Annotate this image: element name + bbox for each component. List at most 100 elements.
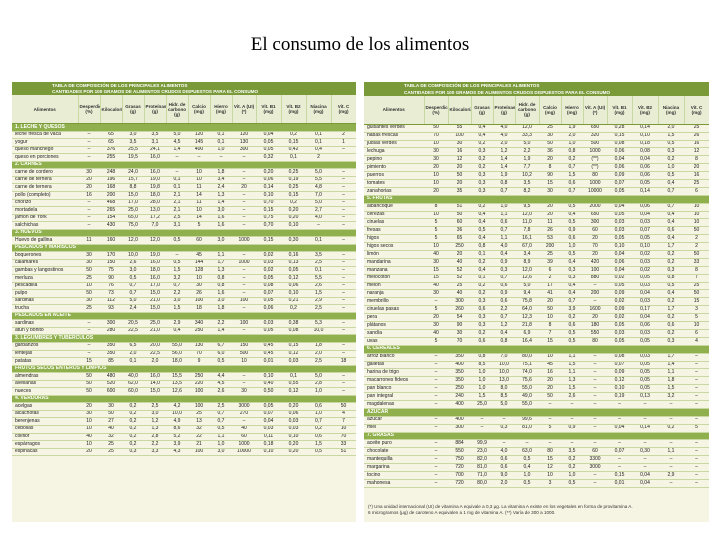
table-cell: 0,05 [256,327,281,336]
table-cell: 5 [424,234,448,244]
table-cell: 12 [684,147,709,157]
table-cell: 0,19 [281,176,306,185]
table-cell: 0,20 [281,448,306,457]
table-cell: 0,05 [256,138,281,147]
table-cell: 50 [539,392,561,401]
food-name: harina de trigo [364,368,424,378]
table-cell: 0,07 [256,410,281,419]
table-cell: 0,2 [122,402,144,411]
table-cell: 0,04 [607,266,632,275]
table-row: pescadilla 10 76 0,7 17,0 0,7 30 0,8–0,08 0,06 2,… [12,282,356,291]
table-cell: – [188,153,210,162]
table-cell: 350 [448,368,471,378]
table-cell: 6,9 [515,329,539,338]
table-cell: – [166,251,188,260]
table-cell: 1,0 [471,384,493,394]
section-label: 2. CARNES [12,161,356,170]
table-cell: 1,7 [658,305,684,315]
table-cell: 550 [583,329,607,338]
table-cell: 21 [188,440,210,449]
table-cell: 65,0 [122,214,144,223]
table-cell: 16,0 [144,372,166,381]
food-name: salchichas [12,221,78,230]
table-cell: 50 [539,140,561,149]
table-cell: 0,8 [210,274,232,283]
food-name: carne de ternera [12,183,78,192]
table-cell: – [561,439,583,449]
table-cell: 0,3 [471,171,493,181]
food-name: garbanzos [12,342,78,351]
table-cell: 0,05 [607,282,632,291]
table-cell: 30 [539,187,561,196]
table-cell: 17,0 [122,199,144,208]
table-cell: 2,9 [658,471,684,480]
table-cell: 0,8 [561,147,583,157]
table-cell: 0,1 [306,236,331,245]
table-cell: 4,8 [306,183,331,192]
table-cell: 0,03 [632,282,658,291]
table-cell: 30 [424,147,448,157]
section-label: PESCADOS EN ACEITE [12,312,356,321]
table-cell: 16,0 [144,259,166,268]
table-cell: 0,30 [632,447,658,457]
table-cell: 16 [539,368,561,378]
table-cell: 1,1 [493,211,515,220]
table-cell: 20 [448,250,471,259]
table-cell: 0,7 [493,226,515,236]
table-cell: – [561,400,583,409]
table-cell: 1,5 [658,384,684,394]
table-cell: 3,5 [122,138,144,147]
table-cell: 400 [448,416,471,425]
table-row: pepino 30 12 0,2 1,4 1,9 20 0,2 (**) 0,04 0,04 0,2 8 [364,155,709,165]
food-name: atún y bonito [12,327,78,336]
table-cell: 5,0 [166,131,188,140]
food-name: arroz blanco [364,353,424,362]
table-cell: 1,0 [658,163,684,173]
table-cell: – [632,400,658,409]
table-cell: 3 [684,305,709,315]
table-cell: 880 [583,274,607,283]
food-name: uvas [364,337,424,346]
table-row: leche fresca de vaca –65 3,0 3,5 5,0 120 0,1 12… [12,131,356,140]
table-cell: 0,75 [256,214,281,223]
table-cell: 0,2 [561,463,583,472]
table-cell: 3,5 [561,447,583,457]
table-cell: 3,1 [144,138,166,147]
table-cell: 500 [583,140,607,149]
table-cell: – [607,416,632,425]
table-cell: 250 [448,384,471,394]
table-cell: 430 [100,221,122,230]
table-row: mandarina 30 40 0,2 0,9 8,9 39 0,4 420 0,06 0,03 0,… [364,258,709,267]
table-cell: 0,45 [256,350,281,359]
table-cell: 26 [684,132,709,141]
table-cell: 0,1 [166,176,188,185]
food-name: zanahorias [364,187,424,196]
table-cell: 0,03 [256,259,281,268]
food-name: yogur [12,138,78,147]
table-cell: 80 [583,171,607,181]
table-cell: 41 [539,289,561,299]
table-cell: 130 [188,342,210,351]
table-cell: – [232,214,256,223]
table-cell: 18 [188,304,210,313]
table-cell: 25 [684,124,709,133]
table-cell: 2,2 [144,440,166,449]
table-cell: 0,02 [632,266,658,275]
food-name: pepino [364,155,424,165]
table-cell: 0,06 [607,147,632,157]
table-cell: 120 [188,131,210,140]
table-cell: 50 [684,226,709,236]
section-label: 4. VERDURAS [12,395,356,404]
food-name: nueces [12,387,78,396]
table-cell: 13,5 [166,380,188,389]
table-cell: 0,2 [471,289,493,299]
table-row: sandía 40 30 0,2 0,4 6,9 7 0,5 550 0,03 0,03 0,2 6 [364,329,709,338]
table-cell: 0,01 [607,479,632,488]
table-row: lechuga 30 16 0,3 1,2 2,2 36 0,8 1000 0,06 0,08 0,3… [364,147,709,157]
table-cell: 144 [188,259,210,268]
table-cell: 4 [684,337,709,346]
table-cell: 4 [331,410,356,419]
table-cell: 60 [583,226,607,236]
table-cell: 3,5 [144,131,166,140]
table-cell: 2,7 [306,206,331,215]
